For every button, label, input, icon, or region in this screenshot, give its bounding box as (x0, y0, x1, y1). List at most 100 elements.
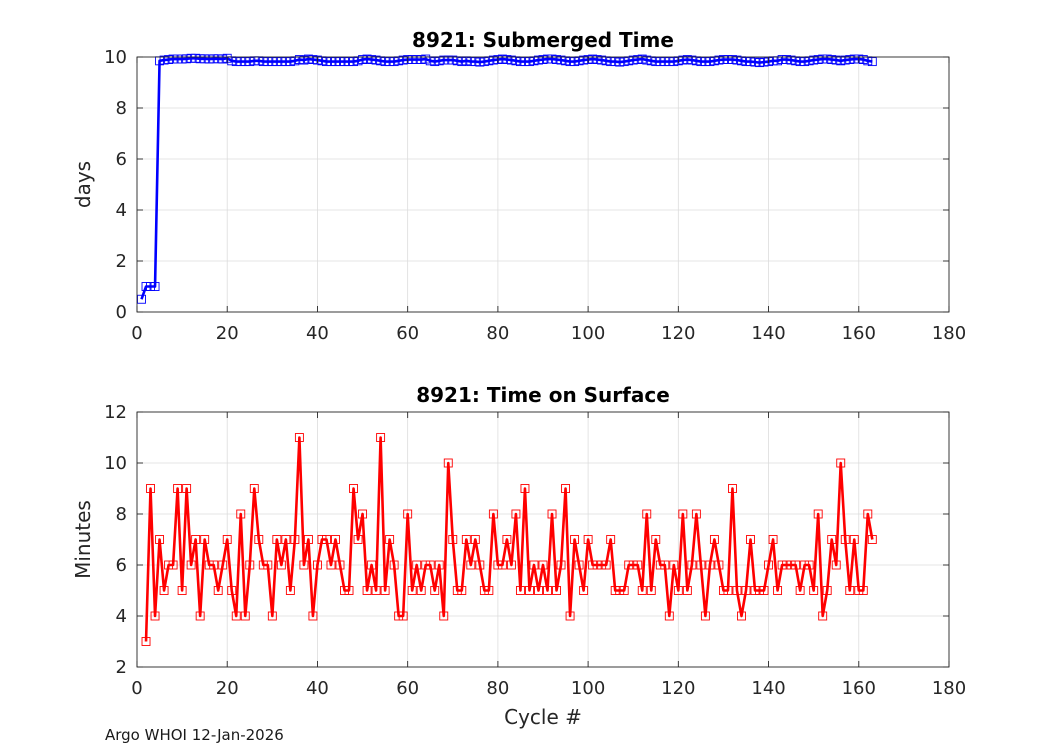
surface-data-point (714, 560, 724, 570)
submerged-data-point (728, 55, 737, 64)
submerged-data-point (443, 55, 453, 65)
submerged-data-point (777, 55, 787, 64)
submerged-data-point (209, 54, 219, 64)
submerged-data-point (177, 54, 187, 64)
surface-data-point (813, 509, 823, 519)
submerged-data-point (786, 55, 796, 65)
surface-data-point (809, 586, 819, 595)
submerged-x-tick-label: 20 (216, 323, 239, 344)
submerged-data-point (827, 55, 837, 64)
submerged-data-point (281, 57, 291, 67)
submerged-data-point (741, 57, 751, 67)
submerged-data-point (845, 55, 855, 64)
surface-data-point (741, 586, 751, 595)
surface-data-point (452, 586, 462, 595)
submerged-data-point (312, 55, 322, 65)
submerged-data-point (398, 55, 408, 65)
submerged-data-point (362, 54, 372, 64)
submerged-x-tick-label: 100 (571, 323, 605, 344)
submerged-time-chart: 0 20 40 60 80 100 120 140 160 180 0 2 4 6 8 10 8921: Sub… (71, 28, 966, 344)
surface-data-point (281, 535, 291, 544)
surface-data-point (800, 560, 810, 570)
submerged-y-tick-label: 6 (116, 149, 127, 170)
surface-data-point (867, 535, 877, 544)
surface-data-point (520, 484, 530, 493)
surface-data-point (484, 586, 494, 595)
surface-data-point (150, 611, 160, 621)
surface-y-tick-label: 4 (116, 606, 127, 627)
surface-data-point (515, 586, 525, 595)
surface-y-axis-label: Minutes (71, 500, 95, 579)
submerged-data-point (173, 54, 183, 64)
surface-x-tick-label: 0 (131, 678, 142, 699)
submerged-data-point (520, 57, 530, 67)
submerged-data-point (660, 57, 670, 67)
submerged-data-point (831, 55, 841, 65)
surface-data-point (836, 458, 846, 468)
surface-data-point (705, 560, 715, 570)
submerged-data-point (628, 55, 638, 65)
submerged-data-point (358, 55, 368, 64)
surface-data-point (691, 509, 701, 519)
surface-data-point (597, 560, 607, 570)
submerged-data-point (655, 57, 665, 67)
surface-data-point (637, 586, 647, 595)
surface-data-point (678, 509, 688, 519)
surface-data-point (768, 535, 778, 544)
submerged-data-point (723, 55, 733, 64)
surface-data-point (443, 458, 453, 468)
surface-data-point (173, 484, 183, 493)
submerged-data-point (534, 55, 543, 65)
surface-data-point (606, 535, 616, 544)
surface-data-point (628, 560, 638, 570)
submerged-data-point (606, 57, 616, 67)
submerged-data-point (610, 57, 620, 67)
submerged-data-point (421, 54, 431, 64)
surface-data-point (231, 611, 241, 621)
surface-data-point (646, 586, 656, 595)
surface-data-point (827, 535, 837, 544)
submerged-data-point (682, 55, 692, 64)
surface-data-point (416, 586, 426, 595)
surface-data-point (317, 535, 327, 544)
surface-data-point (728, 484, 737, 493)
submerged-x-tick-label: 180 (932, 323, 966, 344)
surface-data-point (344, 586, 354, 595)
surface-data-point (385, 535, 395, 544)
surface-data-point (700, 611, 710, 621)
submerged-data-point (475, 57, 485, 67)
surface-data-point (389, 560, 399, 570)
surface-data-point (863, 509, 873, 519)
surface-data-point (525, 586, 534, 595)
surface-x-tick-label: 20 (216, 678, 239, 699)
submerged-series-line (140, 56, 873, 300)
submerged-plot-area (137, 57, 949, 312)
surface-data-point (177, 586, 187, 595)
surface-data-point (340, 586, 349, 595)
surface-data-point (376, 433, 386, 442)
surface-data-point (209, 560, 219, 570)
surface-y-tick-label: 2 (116, 657, 127, 678)
submerged-data-point (236, 57, 246, 67)
submerged-y-tick-label: 2 (116, 251, 127, 272)
surface-data-point (601, 560, 611, 570)
surface-data-point (331, 535, 340, 544)
submerged-data-point (642, 55, 652, 65)
submerged-y-tick-label: 8 (116, 98, 127, 119)
submerged-data-point (448, 55, 458, 65)
surface-data-point (448, 535, 458, 544)
surface-data-point (493, 560, 503, 570)
surface-x-tick-label: 120 (661, 678, 695, 699)
surface-data-point (786, 560, 796, 570)
submerged-data-point (818, 54, 828, 64)
surface-data-point (258, 560, 268, 570)
surface-data-point (755, 586, 764, 595)
submerged-data-point (439, 55, 449, 65)
submerged-data-point (867, 57, 877, 67)
submerged-data-point (466, 57, 476, 67)
surface-data-point (412, 560, 422, 570)
submerged-data-point (470, 57, 480, 67)
submerged-data-point (240, 57, 250, 67)
submerged-data-point (732, 55, 742, 65)
